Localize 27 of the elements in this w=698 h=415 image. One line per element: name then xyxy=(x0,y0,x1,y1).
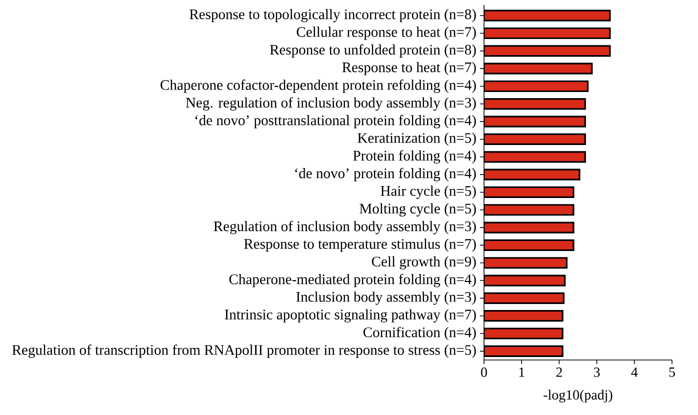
y-tick-label: ‘de novo’ posttranslational protein folding (n=4) xyxy=(195,114,476,128)
y-tick-label: Response to heat (n=7) xyxy=(342,62,476,76)
x-tick-label: 3 xyxy=(594,368,600,377)
x-tick-label: 2 xyxy=(556,368,562,377)
y-tick-label: Regulation of inclusion body assembly (n=3) xyxy=(214,220,476,234)
y-tick-label: Chaperone cofactor-dependent protein refolding (n=4) xyxy=(160,80,476,93)
y-tick-label: Keratinization (n=5) xyxy=(358,132,476,146)
y-tick-label: Response to temperature stimulus (n=7) xyxy=(244,238,476,252)
y-tick-label: Regulation of transcription from RNApolII promoter in response to stress (n=5) xyxy=(12,344,476,358)
x-tick-label: 1 xyxy=(519,368,524,377)
x-tick-label: 4 xyxy=(631,368,638,377)
y-tick-label: Response to unfolded protein (n=8) xyxy=(270,44,476,58)
x-tick-label: 5 xyxy=(669,368,675,377)
x-axis-title: -log10(padj) xyxy=(544,390,612,402)
y-tick-label: Chaperone-mediated protein folding (n=4) xyxy=(229,274,476,288)
y-tick-label: Cornification (n=4) xyxy=(363,326,476,340)
y-tick-label: Intrinsic apoptotic signaling pathway (n=7) xyxy=(224,309,476,322)
x-tick-label: 0 xyxy=(481,368,487,377)
y-tick-label: Cellular response to heat (n=7) xyxy=(296,26,476,40)
y-tick-label: Response to topologically incorrect protein (n=8) xyxy=(190,8,476,22)
y-tick-label: Molting cycle (n=5) xyxy=(360,203,476,216)
y-tick-label: Inclusion body assembly (n=3) xyxy=(296,292,476,305)
y-tick-label: Hair cycle (n=5) xyxy=(380,186,476,199)
y-tick-label: Cell growth (n=9) xyxy=(372,256,476,270)
y-tick-label: Protein folding (n=4) xyxy=(353,150,476,164)
y-tick-label: Neg. regulation of inclusion body assembly (n=3) xyxy=(186,97,476,111)
y-tick-label: ‘de novo’ protein folding (n=4) xyxy=(295,168,476,182)
